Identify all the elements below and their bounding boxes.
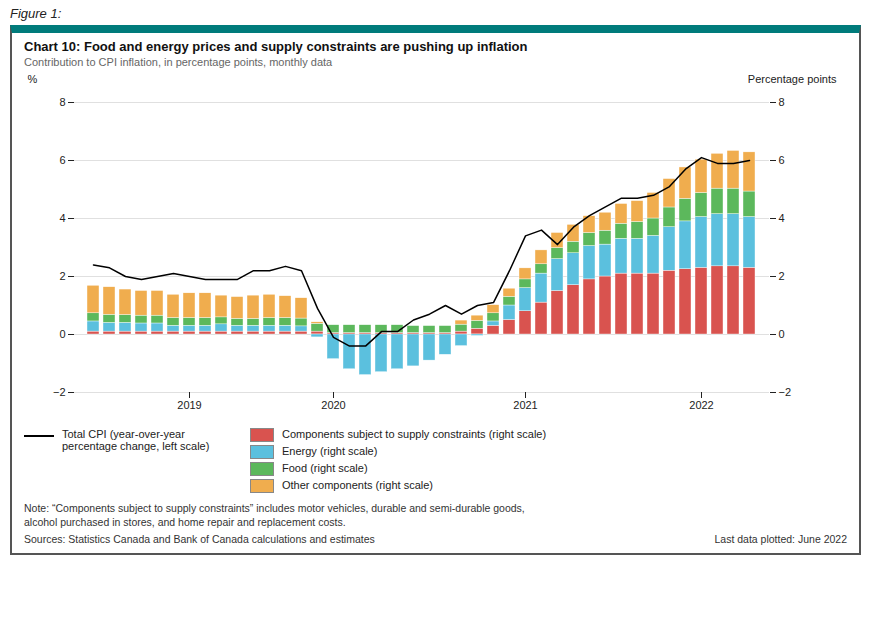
- html-text:Total CPI (year-over-year perc: Total CPI (year-over-year percentage cha…: [62, 428, 210, 452]
- svg-text:6: 6: [779, 154, 785, 166]
- svg-text:%: %: [28, 73, 38, 85]
- svg-text:0: 0: [59, 328, 65, 340]
- svg-text:2019: 2019: [177, 399, 201, 411]
- svg-text:Percentage points: Percentage points: [748, 73, 837, 85]
- html-text:Contribution to CPI inflation,: Contribution to CPI inflation, in percen…: [24, 56, 333, 68]
- html-text:Sources: Statistics Canada and: Sources: Statistics Canada and Bank of C…: [24, 533, 375, 546]
- svg-text:−2: −2: [779, 386, 792, 398]
- svg-text:8: 8: [779, 96, 785, 108]
- html-text:Energy (right scale): Energy (right scale): [282, 445, 378, 457]
- html-text:Last data plotted: June 2022: Last data plotted: June 2022: [714, 533, 847, 546]
- html-text:Note: “Components subject to s: Note: “Components subject to supply cons…: [24, 502, 525, 514]
- svg-text:8: 8: [59, 96, 65, 108]
- svg-text:−2: −2: [53, 386, 66, 398]
- html-text:alcohol purchased in stores, a: alcohol purchased in stores, and home re…: [24, 516, 346, 529]
- svg-text:2020: 2020: [321, 399, 345, 411]
- svg-text:2022: 2022: [689, 399, 713, 411]
- html-text:Components subject to supply c: Components subject to supply constraints…: [282, 428, 547, 440]
- html-text:Chart 10: Food and energy pric: Chart 10: Food and energy prices and sup…: [24, 39, 528, 54]
- svg-text:2021: 2021: [513, 399, 537, 411]
- svg-text:6: 6: [59, 154, 65, 166]
- html-text:Other components (right scale): Other components (right scale): [282, 479, 433, 491]
- svg-text:4: 4: [779, 212, 785, 224]
- html-text:Food (right scale): Food (right scale): [282, 462, 368, 474]
- html-text:Figure 1:: Figure 1:: [10, 6, 62, 21]
- svg-text:0: 0: [779, 328, 785, 340]
- svg-text:2: 2: [779, 270, 785, 282]
- svg-text:4: 4: [59, 212, 65, 224]
- svg-text:2: 2: [59, 270, 65, 282]
